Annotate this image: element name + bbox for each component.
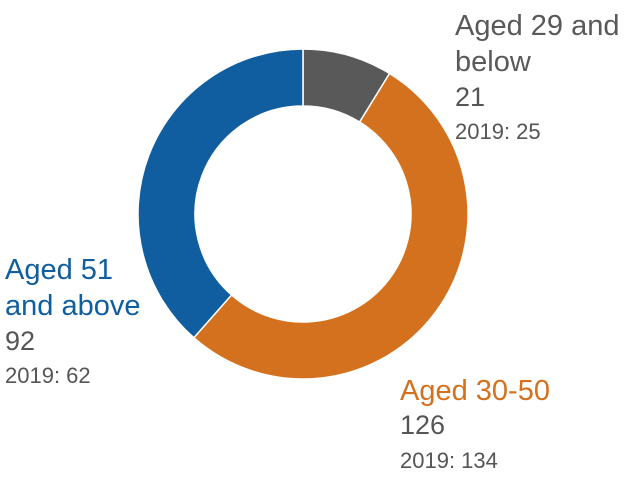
slice-prior-mid: 2019: 134 xyxy=(400,448,498,473)
donut-slice-mid xyxy=(192,72,469,380)
slice-value-old: 92 xyxy=(5,325,36,356)
slice-value-young: 21 xyxy=(455,81,486,112)
slice-label-mid: Aged 30-50 126 2019: 134 xyxy=(400,373,620,475)
slice-name-old: Aged 51 and above xyxy=(5,254,141,323)
slice-name-mid: Aged 30-50 xyxy=(400,375,550,407)
slice-name-young: Aged 29 and below xyxy=(455,10,620,79)
slice-label-old: Aged 51 and above 92 2019: 62 xyxy=(5,252,165,390)
slice-prior-old: 2019: 62 xyxy=(5,363,91,389)
donut-slice-old xyxy=(137,48,304,339)
slice-prior-young: 2019: 25 xyxy=(455,119,541,145)
slice-label-young: Aged 29 and below 21 2019: 25 xyxy=(455,8,628,146)
slice-value-mid: 126 xyxy=(400,410,446,441)
